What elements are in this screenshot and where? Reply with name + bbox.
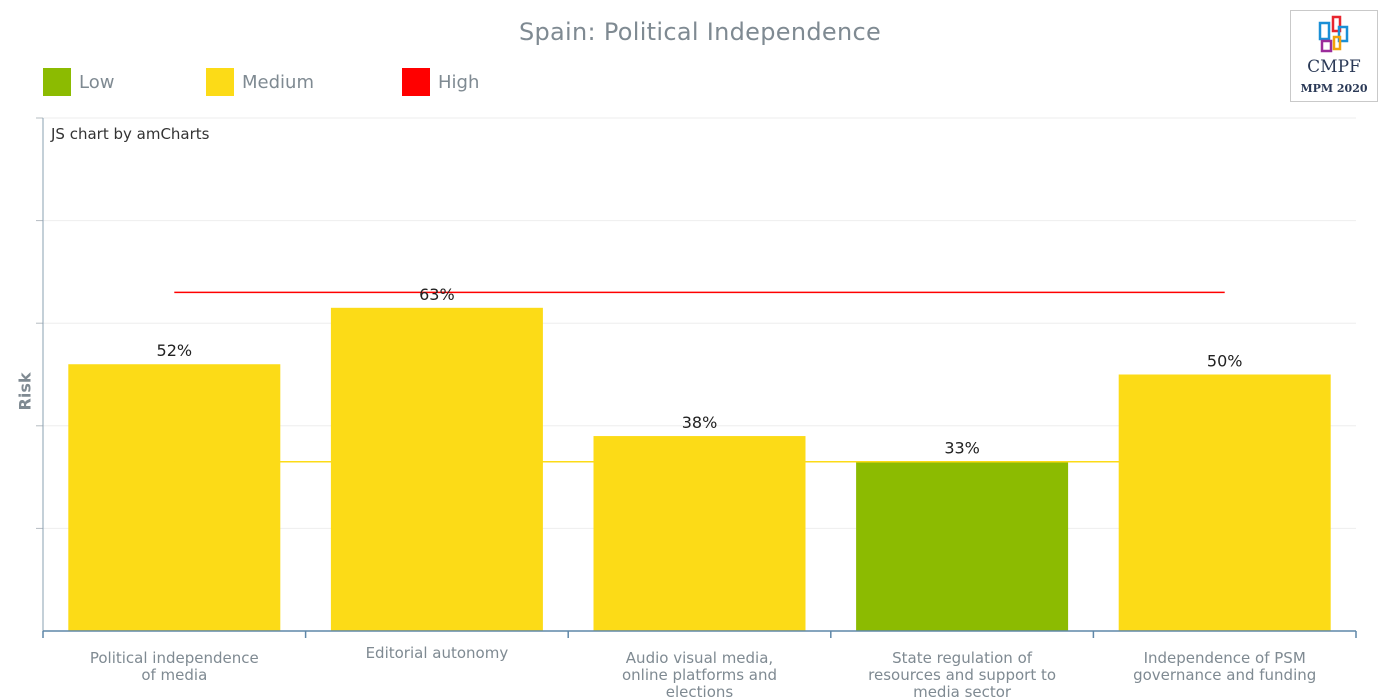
legend-label-low: Low [79, 71, 115, 93]
chart-title: Spain: Political Independence [518, 18, 882, 46]
category-label: of media [141, 666, 207, 684]
category-label: governance and funding [1133, 666, 1316, 684]
threshold-lines [174, 291, 1225, 463]
category-label: elections [666, 683, 734, 699]
bar [856, 461, 1069, 631]
value-labels: 52% 63% 38% 33% 50% [157, 285, 1243, 458]
category-label: resources and support to [868, 666, 1056, 684]
bar [1118, 374, 1331, 631]
legend-label-medium: Medium [242, 71, 314, 93]
legend-label-high: High [438, 71, 480, 93]
bar [68, 364, 281, 631]
category-label: media sector [913, 683, 1012, 699]
category-label: Editorial autonomy [366, 644, 509, 662]
category-label: online platforms and [622, 666, 777, 684]
cmpf-logo: CMPF MPM 2020 [1290, 10, 1378, 102]
legend-item-medium[interactable]: Medium [206, 67, 314, 97]
category-label: Audio visual media, [626, 649, 773, 667]
bar [330, 307, 543, 631]
category-label: Independence of PSM [1144, 649, 1306, 667]
cmpf-logo-icon [1318, 15, 1349, 53]
value-label: 38% [682, 413, 718, 432]
value-label: 33% [944, 439, 980, 458]
legend-swatch-medium [206, 68, 234, 96]
logo-edition: MPM 2020 [1300, 82, 1368, 95]
legend-item-high[interactable]: High [402, 67, 479, 97]
chart-credit[interactable]: JS chart by amCharts [51, 125, 210, 143]
legend-swatch-low [43, 68, 71, 96]
value-label: 63% [419, 285, 455, 304]
axes [36, 117, 1357, 638]
category-label: Political independence [90, 649, 259, 667]
legend-item-low[interactable]: Low [43, 67, 114, 97]
value-label: 50% [1207, 352, 1243, 371]
legend-swatch-high [402, 68, 430, 96]
value-label: 52% [157, 341, 193, 360]
category-label: State regulation of [892, 649, 1033, 667]
logo-brand: CMPF [1307, 57, 1361, 77]
y-axis-label: Risk [15, 372, 35, 411]
bar [593, 436, 806, 631]
bars [68, 307, 1331, 631]
